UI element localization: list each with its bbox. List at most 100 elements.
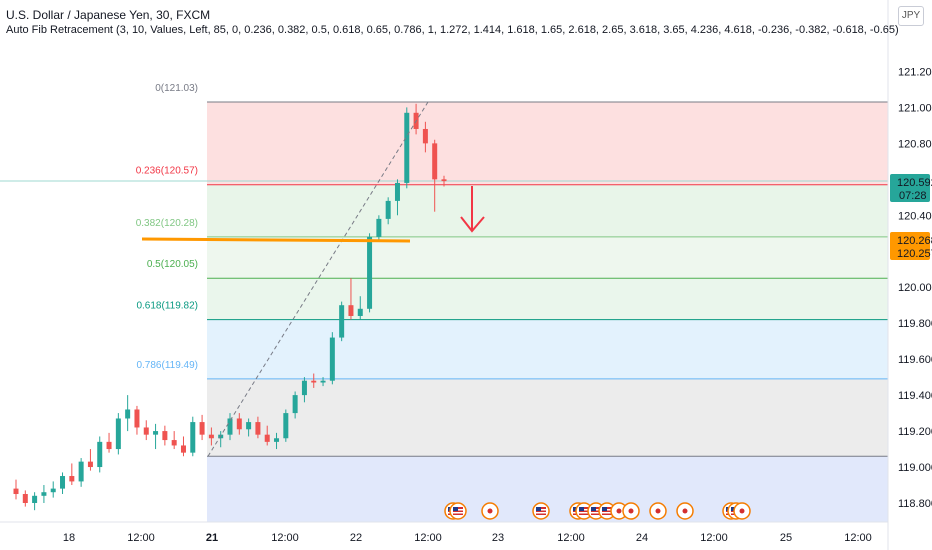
candles bbox=[13, 103, 447, 511]
fib-level-label: 0.786(119.49) bbox=[136, 360, 198, 371]
price-tick-label: 120.000 bbox=[898, 282, 932, 294]
candle-body bbox=[376, 218, 382, 237]
candle-body bbox=[264, 434, 270, 442]
jp-flag-event-icon[interactable] bbox=[622, 502, 640, 520]
candle-body bbox=[236, 418, 242, 430]
price-tick-label: 119.000 bbox=[898, 462, 932, 474]
candle-body bbox=[385, 200, 391, 219]
orange-trendline bbox=[141, 237, 411, 243]
fib-zone bbox=[207, 236, 888, 279]
down-arrow-head bbox=[460, 216, 485, 233]
candle-body bbox=[106, 441, 112, 450]
symbol-title[interactable]: U.S. Dollar / Japanese Yen, 30, FXCM bbox=[6, 8, 211, 22]
candle-body bbox=[441, 179, 447, 182]
time-tick-label: 22 bbox=[350, 532, 362, 544]
time-tick-label: 12:00 bbox=[127, 532, 155, 544]
candle-body bbox=[348, 305, 354, 316]
candle-body bbox=[283, 413, 289, 439]
time-tick-label: 12:00 bbox=[557, 532, 585, 544]
candle-body bbox=[180, 445, 186, 453]
fib-retracement: 0(121.03) 0.236(120.57) 0.382(120.28) 0.5(1… bbox=[136, 83, 888, 522]
candle-body bbox=[41, 492, 47, 496]
price-tick-label: 119.600 bbox=[898, 354, 932, 366]
price-axis[interactable]: 121.200 121.000 120.800 120.400 120.000 119.8… bbox=[890, 66, 932, 510]
candle-body bbox=[199, 422, 205, 435]
candle-body bbox=[274, 438, 280, 442]
candle-body bbox=[125, 409, 131, 419]
price-tick-label: 119.200 bbox=[898, 426, 932, 438]
candle-body bbox=[432, 143, 438, 180]
marker-price-badge bbox=[890, 232, 930, 260]
candle-body bbox=[60, 476, 66, 489]
jp-flag-event-icon[interactable] bbox=[733, 502, 751, 520]
us-flag-event-icon[interactable] bbox=[532, 502, 550, 520]
jp-flag-event-icon[interactable] bbox=[676, 502, 694, 520]
candle-body bbox=[115, 418, 121, 450]
time-tick-label: 23 bbox=[492, 532, 504, 544]
time-tick-label: 12:00 bbox=[700, 532, 728, 544]
candle-body bbox=[404, 112, 410, 183]
price-tick-label: 118.800 bbox=[898, 498, 932, 510]
candle-body bbox=[22, 494, 28, 503]
candle-body bbox=[367, 236, 373, 309]
time-tick-label: 21 bbox=[206, 532, 218, 544]
fib-zone bbox=[207, 184, 888, 237]
current-price-badge bbox=[890, 174, 930, 202]
candle-body bbox=[292, 395, 298, 414]
current-price-value: 120.592 bbox=[897, 177, 932, 189]
candle-countdown: 07:28 bbox=[899, 190, 927, 202]
fib-level-label: 0(121.03) bbox=[155, 83, 198, 94]
fib-zone bbox=[207, 102, 888, 185]
time-axis[interactable]: 18 12:00 21 12:00 22 12:00 23 12:00 24 12:00 25 12:… bbox=[63, 532, 872, 544]
fib-zone bbox=[207, 319, 888, 379]
fib-level-label: 0.5(120.05) bbox=[147, 259, 198, 270]
time-tick-label: 12:00 bbox=[414, 532, 442, 544]
time-tick-label: 12:00 bbox=[844, 532, 872, 544]
candle-body bbox=[255, 422, 261, 435]
us-flag-event-icon[interactable] bbox=[598, 502, 616, 520]
candle-body bbox=[69, 476, 75, 482]
jp-flag-event-icon[interactable] bbox=[481, 502, 499, 520]
candle-body bbox=[208, 434, 214, 439]
candle-body bbox=[301, 380, 307, 396]
price-tick-label: 120.400 bbox=[898, 210, 932, 222]
annotations bbox=[141, 101, 485, 457]
time-tick-label: 12:00 bbox=[271, 532, 299, 544]
candle-body bbox=[171, 440, 177, 446]
candle-body bbox=[311, 380, 317, 383]
candle-body bbox=[153, 431, 159, 435]
time-tick-label: 24 bbox=[636, 532, 648, 544]
candle-body bbox=[329, 337, 335, 381]
candle-body bbox=[320, 380, 326, 383]
us-flag-event-icon[interactable] bbox=[449, 502, 467, 520]
candle-body bbox=[87, 461, 93, 468]
candle-body bbox=[357, 308, 363, 316]
economic-events[interactable] bbox=[444, 502, 751, 520]
candle-body bbox=[339, 305, 345, 338]
jp-flag-event-icon[interactable] bbox=[649, 502, 667, 520]
fib-zone bbox=[207, 278, 888, 320]
candle-body bbox=[143, 427, 149, 435]
candle-body bbox=[190, 422, 196, 453]
indicator-legend[interactable]: Auto Fib Retracement (3, 10, Values, Lef… bbox=[6, 24, 899, 36]
candle-body bbox=[134, 409, 140, 428]
marker-price-low: 120.257 bbox=[897, 248, 932, 260]
candle-body bbox=[246, 422, 252, 430]
price-tick-label: 121.000 bbox=[898, 102, 932, 114]
candle-body bbox=[162, 431, 168, 441]
candle-body bbox=[422, 128, 428, 144]
candle-body bbox=[78, 461, 84, 482]
candle-body bbox=[97, 441, 103, 468]
fib-level-label: 0.236(120.57) bbox=[136, 166, 198, 177]
price-tick-label: 119.400 bbox=[898, 390, 932, 402]
marker-price-high: 120.268 bbox=[897, 235, 932, 247]
candle-body bbox=[394, 182, 400, 201]
candle-body bbox=[227, 418, 233, 435]
candle-body bbox=[32, 495, 38, 503]
price-tick-label: 121.200 bbox=[898, 66, 932, 78]
time-tick-label: 25 bbox=[780, 532, 792, 544]
fib-zone bbox=[207, 378, 888, 457]
currency-button[interactable]: JPY bbox=[898, 6, 924, 26]
time-tick-label: 18 bbox=[63, 532, 75, 544]
